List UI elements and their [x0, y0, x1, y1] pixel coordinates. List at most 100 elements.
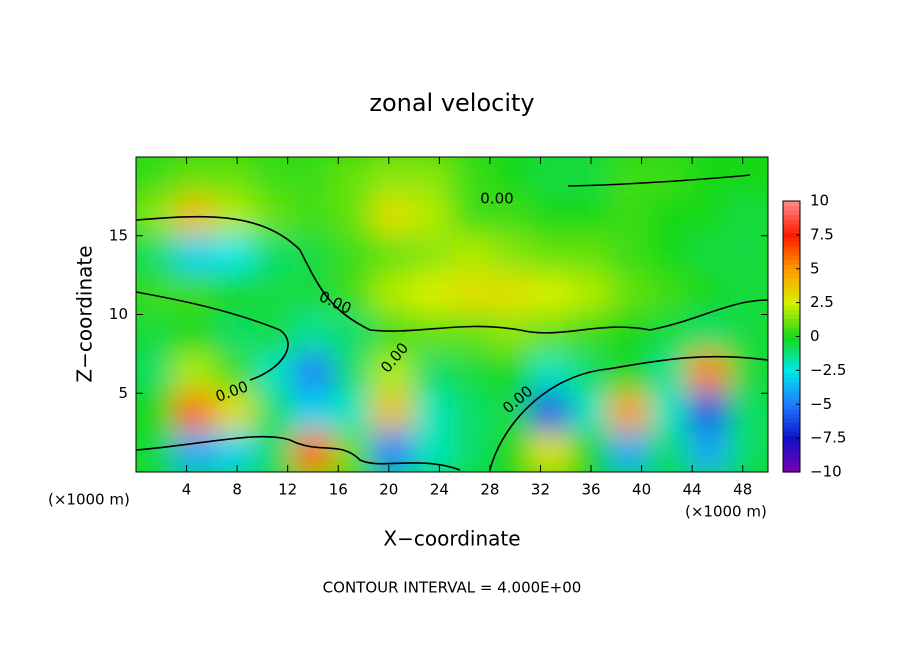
y-axis-label: Z−coordinate: [73, 245, 97, 382]
x-tick-label: 4: [182, 481, 192, 499]
colorbar-band: [783, 277, 800, 283]
cell: [293, 157, 335, 198]
cell: [174, 157, 216, 198]
cell: [490, 157, 532, 198]
colorbar-band: [783, 201, 800, 207]
colorbar-band: [783, 205, 800, 211]
cell: [372, 352, 414, 395]
cell: [253, 234, 295, 277]
cell: [136, 157, 177, 198]
colorbar-tick-label: −10: [810, 463, 842, 481]
cell: [372, 313, 414, 355]
cell: [174, 274, 216, 316]
colorbar-band: [783, 318, 800, 324]
colorbar-band: [783, 237, 800, 243]
cell: [609, 313, 651, 355]
cell: [569, 234, 611, 277]
cell: [530, 392, 572, 434]
cell: [727, 195, 768, 237]
colorbar-band: [783, 300, 800, 306]
cell: [136, 352, 177, 395]
cell: [688, 392, 730, 434]
x-tick-label: 48: [733, 481, 752, 499]
cell: [490, 313, 532, 355]
x-tick-label: 44: [683, 481, 702, 499]
cell: [332, 352, 374, 395]
cell: [648, 392, 690, 434]
colorbar-band: [783, 210, 800, 216]
cell: [332, 431, 374, 472]
cell: [648, 313, 690, 355]
x-tick-label: 16: [329, 481, 348, 499]
colorbar-band: [783, 377, 800, 383]
colorbar-band: [783, 390, 800, 396]
colorbar-band: [783, 327, 800, 333]
cell: [569, 274, 611, 316]
contour-line: [567, 174, 751, 187]
cell: [569, 157, 611, 198]
cell: [372, 392, 414, 434]
cell: [214, 195, 256, 237]
cell: [214, 352, 256, 395]
colorbar-band: [783, 331, 800, 338]
cell: [411, 195, 453, 237]
cell: [688, 274, 730, 316]
colorbar-band: [783, 246, 800, 252]
cell: [214, 313, 256, 355]
colorbar-tick-label: 10: [810, 192, 829, 210]
colorbar-band: [783, 313, 800, 320]
colorbar-band: [783, 458, 800, 464]
colorbar-band: [783, 264, 800, 270]
cell: [332, 234, 374, 277]
colorbar-band: [783, 345, 800, 351]
cell: [530, 157, 572, 198]
cell: [372, 195, 414, 237]
cell: [372, 157, 414, 198]
cell: [451, 157, 493, 198]
cell: [253, 352, 295, 395]
y-tick-label: 15: [109, 226, 128, 244]
cell: [372, 274, 414, 316]
cell: [372, 431, 414, 472]
x-tick-label: 8: [232, 481, 242, 499]
colorbar-band: [783, 453, 800, 460]
colorbar-band: [783, 399, 800, 405]
cell: [253, 274, 295, 316]
cell: [332, 195, 374, 237]
cell: [648, 274, 690, 316]
cell: [214, 157, 256, 198]
colorbar-band: [783, 372, 800, 378]
cell: [688, 431, 730, 472]
cell: [174, 352, 216, 395]
cell: [253, 195, 295, 237]
cell: [727, 392, 768, 434]
contour-label: 0.00: [480, 190, 513, 208]
colorbar-band: [783, 426, 800, 432]
cell: [136, 313, 177, 355]
cell: [293, 195, 335, 237]
cell: [293, 313, 335, 355]
contour-line: [135, 291, 289, 381]
cell: [451, 431, 493, 472]
cell: [530, 431, 572, 472]
colorbar-band: [783, 440, 800, 446]
colorbar-band: [783, 322, 800, 329]
cell: [136, 431, 177, 472]
colorbar-tick-label: −5: [810, 395, 832, 413]
cell: [451, 313, 493, 355]
cell: [609, 352, 651, 395]
colorbar-band: [783, 417, 800, 423]
colorbar-band: [783, 462, 800, 469]
colorbar-band: [783, 336, 800, 342]
cell: [214, 234, 256, 277]
colorbar-band: [783, 219, 800, 225]
cell: [214, 274, 256, 316]
cell: [490, 352, 532, 395]
colorbar-tick-label: 5: [810, 259, 820, 277]
cell: [490, 234, 532, 277]
cell: [136, 234, 177, 277]
colorbar-band: [783, 282, 800, 288]
cell: [411, 234, 453, 277]
y-unit: (×1000 m): [48, 491, 130, 509]
colorbar-tick-label: 0: [810, 327, 820, 345]
